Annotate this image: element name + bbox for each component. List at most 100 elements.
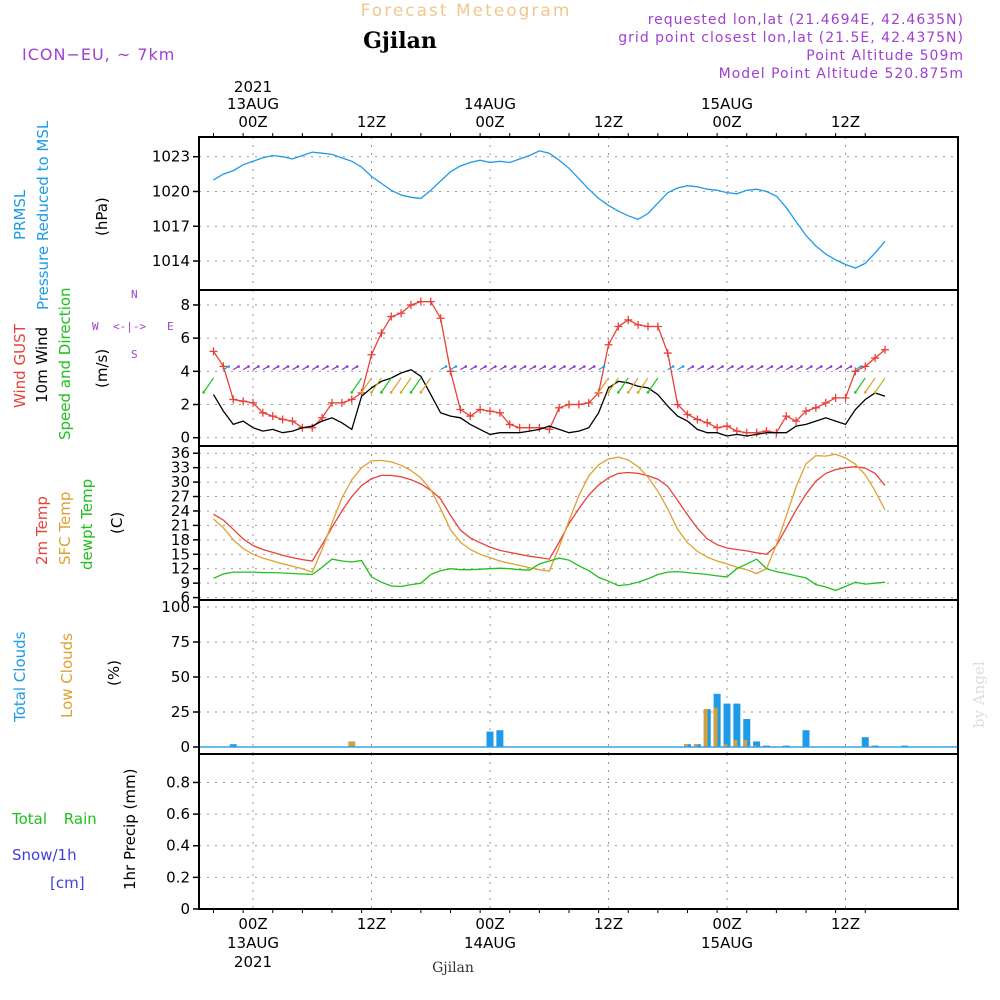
wind-unit: (m/s) [93,349,111,388]
wind-arrow-head [355,365,359,368]
prmsl-label: PRMSL [11,189,29,240]
gust-marker [762,427,771,436]
total-rain-label: Total Rain [11,810,97,828]
gust-marker [871,354,880,363]
pressure-panel: 1014 1017 1020 1023 [152,136,959,291]
compass-s: S [131,348,138,361]
wind-arrow-head [691,365,695,368]
wind-arrow-head [602,365,606,368]
y-tick-label: 36 [171,444,190,462]
wind-arrow-head [582,365,586,368]
wind-arrow-head [257,365,260,368]
snow-label: Snow/1h [12,846,77,864]
sfc-temp-line [213,453,886,575]
panel-frame [198,445,959,601]
wind-arrow-head [513,365,517,368]
wind-arrow-head [553,365,556,368]
wind-arrow-head [380,391,383,394]
grid-point-coords: grid point closest lon,lat (21.5E, 42.43… [618,30,964,46]
wind-arrow-head [750,365,754,368]
gust-marker [634,320,643,329]
wind-arrow-head [326,365,329,368]
y-tick-label: 24 [171,502,190,520]
panel-frame [198,753,959,910]
gust-marker [258,408,267,417]
y-tick-label: 0 [180,900,190,918]
gust-marker [841,393,850,402]
gust-marker [337,398,346,407]
gust-marker [466,412,475,421]
wind-arrow [617,377,629,393]
y-tick-label: 8 [180,296,190,314]
wind-arrow-head [829,365,833,368]
y-tick-label: 75 [171,633,190,651]
point-altitude: Point Altitude 509m [806,48,964,64]
y-tick-label: 0 [180,738,190,756]
total-cloud-bar [743,719,751,747]
wind-arrow-head [597,391,600,394]
gust-marker [446,367,455,376]
low-cloud-bar [713,707,718,747]
precip-unit: 1hr Precip (mm) [121,769,139,890]
wind-arrow-head [464,365,468,368]
y-tick-label: 1014 [152,252,190,270]
pressure-unit: (hPa) [93,197,111,236]
y-tick-label: 15 [171,545,190,563]
wind-arrow-head [296,365,300,368]
wind-arrow-head [419,391,423,394]
total-cloud-bar [486,731,494,747]
y-tick-label: 4 [180,362,190,380]
gust-marker [881,345,889,354]
wind-arrow-head [671,365,675,368]
wind-arrow-head [854,391,857,394]
temp-unit: (C) [108,512,126,534]
gust-marker [673,400,682,409]
chart-title: Forecast Meteogram [361,1,572,21]
y-tick-label: 6 [180,329,190,347]
gust-marker [703,418,712,427]
snow-cm-label: [cm] [50,874,85,892]
y-tick-label: 0.6 [166,805,190,823]
gust-marker [811,403,820,412]
precip-panel: 0 0.2 0.4 0.6 0.8 [166,753,959,918]
gust-marker [426,297,435,306]
wind-arrow [637,377,649,393]
bottom-axis-label: 13AUG [227,934,279,952]
gust-marker [584,398,593,407]
panel-frame [198,136,959,291]
compass-w: W [92,320,99,333]
low-cloud-bar [693,744,698,747]
wind-arrow-head [800,365,803,368]
wind-arrow-head [863,391,867,394]
gust-marker [486,407,494,416]
wind-arrow-head [533,365,537,368]
gust-marker [732,427,741,436]
wind-arrow-head [202,391,205,394]
model-label: ICON−EU, ~ 7km [22,45,175,64]
gust-marker [851,367,860,376]
wind-gust-label: Wind GUST [11,323,29,408]
gust-marker [565,400,573,409]
y-tick-label: 0.2 [166,868,190,886]
pressure-msl-label: Pressure Reduced to MSL [34,120,52,310]
temp2m-label: 2m Temp [33,496,51,565]
y-tick-label: 100 [161,598,190,616]
wind-speed-dir-label: Speed and Direction [56,287,74,440]
y-tick-label: 9 [180,574,190,592]
total-clouds-label: Total Clouds [11,631,29,723]
bottom-axis-label: 12Z [594,915,623,933]
gust-marker [288,417,297,426]
wind-arrow-head [770,365,774,368]
wind-arrow-head [873,391,877,394]
wind-arrow-head [276,365,280,368]
top-axis-label: 2021 [234,78,272,96]
wind-arrow-head [701,365,705,368]
gust-marker [752,428,761,437]
gust-marker [387,312,396,321]
wind-arrow-head [810,365,813,368]
gust-marker [802,407,810,416]
wind-arrow-head [237,365,240,368]
y-tick-label: 18 [171,531,190,549]
